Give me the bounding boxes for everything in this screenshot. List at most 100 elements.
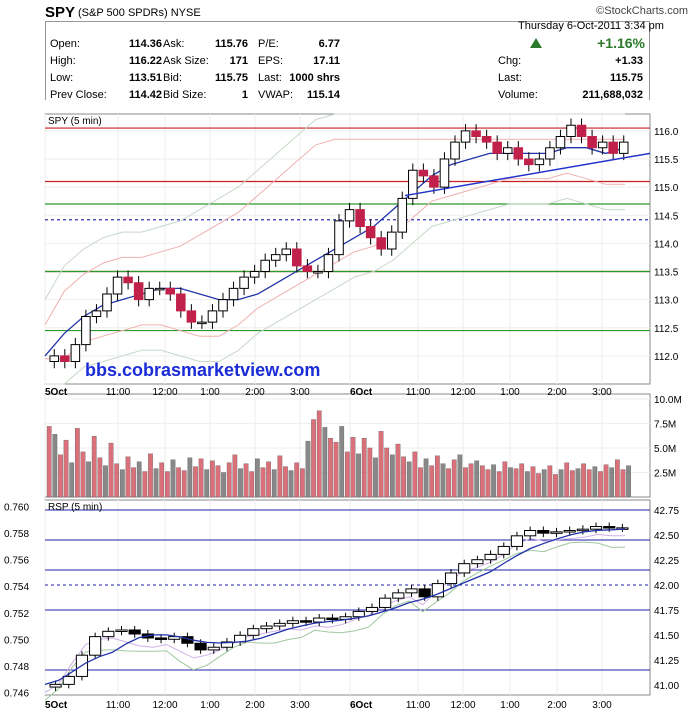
ratio-overlay-line-2 (44, 541, 626, 701)
ratio-candle (62, 675, 75, 685)
y-tick-label-left: 0.750 (4, 635, 29, 646)
volume-bar (614, 459, 620, 498)
x-tick-label: 6Oct (350, 700, 373, 711)
ratio-candle (576, 528, 589, 532)
candle (534, 158, 545, 166)
ratio-candle (207, 646, 220, 651)
candle (471, 130, 481, 137)
volume-bar (429, 465, 435, 498)
y-tick-label: 113.5 (654, 268, 679, 279)
volume-bar (558, 469, 564, 498)
volume-bar (373, 457, 378, 498)
ratio-candle (563, 530, 576, 533)
candle (576, 124, 587, 137)
volume-bar (457, 454, 463, 498)
ratio-candle (497, 545, 510, 555)
x-tick-label: 12:00 (152, 387, 177, 398)
y-tick-label: 114.0 (654, 239, 679, 250)
candle (207, 310, 218, 323)
quote-label: EPS: (258, 55, 284, 67)
candle (566, 124, 576, 137)
quote-value: 211,688,032 (582, 89, 643, 101)
quote-label: Volume: (498, 89, 538, 101)
volume-bar (333, 441, 339, 498)
candle (218, 299, 228, 312)
volume-bar (159, 462, 165, 498)
x-tick-label: 11:00 (406, 387, 431, 398)
quote-date: Thursday 6-Oct-2011 3:34 pm (518, 20, 664, 32)
ticker-name: (S&P 500 SPDRs) NYSE (78, 7, 201, 19)
candle (618, 141, 629, 154)
volume-bar (564, 462, 570, 498)
volume-bar (322, 427, 328, 498)
y-tick-label-left: 0.748 (4, 662, 29, 673)
volume-bar (463, 467, 468, 498)
candle (460, 130, 471, 143)
y-tick-label: 112.0 (654, 352, 679, 363)
candle (60, 355, 70, 362)
ratio-candle (392, 592, 405, 599)
y-tick-label-right: 41.25 (654, 656, 679, 667)
volume-bar (479, 465, 485, 498)
ratio-candle (589, 526, 603, 530)
y-tick-label-right: 42.75 (654, 506, 679, 517)
quote-value: 6.77 (318, 38, 340, 50)
candle (112, 276, 123, 295)
volume-bar (311, 419, 316, 498)
x-tick-label: 2:00 (547, 387, 567, 398)
volume-bar (620, 469, 626, 498)
volume-bar (626, 465, 631, 498)
panel-frame (44, 499, 651, 696)
volume-bar (536, 473, 541, 498)
volume-bar (198, 458, 204, 498)
ratio-candle (418, 588, 431, 598)
candle (450, 141, 460, 160)
volume-bar (491, 464, 496, 498)
candle (123, 276, 133, 284)
volume-bar (575, 468, 581, 498)
ticker-symbol: SPY (45, 4, 76, 21)
volume-bar (86, 461, 91, 498)
volume-bar (412, 451, 418, 498)
volume-bar (46, 426, 52, 498)
volume-bar (299, 468, 305, 498)
volume-bar (176, 467, 181, 498)
ratio-candle (352, 610, 365, 618)
up-arrow-icon (530, 38, 542, 48)
y-tick-label-right: 42.25 (654, 556, 679, 567)
quote-label: High: (50, 55, 76, 67)
watermark-text: bbs.cobrasmarketview.com (85, 360, 320, 380)
candle (228, 287, 239, 301)
volume-bar (148, 453, 153, 498)
volume-bar (226, 462, 232, 498)
quote-label: Last: (498, 72, 522, 84)
volume-bar (193, 466, 198, 498)
candle (313, 271, 323, 274)
quote-value: +1.33 (615, 55, 643, 67)
volume-bar (401, 456, 406, 498)
candle (102, 293, 112, 312)
trendline (404, 152, 651, 197)
candle (133, 282, 144, 301)
ratio-candle (247, 628, 260, 636)
ratio-candle (154, 637, 168, 640)
y-tick-label: 114.5 (654, 211, 679, 222)
candle (239, 276, 249, 289)
volume-bar (209, 460, 215, 498)
y-tick-label-right: 42.00 (654, 581, 679, 592)
y-tick-label-left: 0.752 (4, 609, 29, 620)
quote-value: 17.11 (313, 55, 340, 67)
ratio-candle (537, 530, 550, 534)
quote-label: Prev Close: (50, 89, 107, 101)
volume-bar (142, 471, 148, 498)
volume-bar (513, 468, 519, 498)
volume-bar (238, 468, 243, 498)
x-tick-label: 11:00 (106, 387, 131, 398)
volume-bar (418, 467, 423, 498)
x-tick-label: 12:00 (450, 700, 475, 711)
volume-bar (232, 454, 238, 498)
x-tick-label: 3:00 (592, 387, 612, 398)
volume-bar (485, 469, 491, 498)
x-tick-label: 5Oct (45, 387, 68, 398)
volume-bar (294, 462, 300, 498)
